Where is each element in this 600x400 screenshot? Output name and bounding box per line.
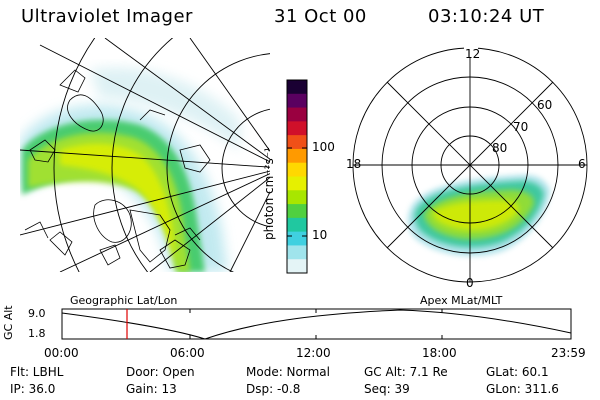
time-tick-0000: 00:00 [44, 346, 79, 360]
colorbar-tick-100: 100 [312, 140, 335, 154]
glon-value: GLon: 311.6 [486, 382, 559, 396]
colorbar-band [287, 93, 307, 109]
mlat-label-80: 80 [492, 141, 508, 155]
apex-caption: Apex MLat/MLT [420, 294, 503, 307]
door-value: Door: Open [126, 365, 195, 379]
mlt-label-6: 6 [578, 157, 586, 171]
geographic-caption: Geographic Lat/Lon [70, 294, 178, 307]
colorbar-unit-label: photon cm⁻²s⁻¹ [262, 147, 276, 240]
time-tick-1200: 12:00 [296, 346, 331, 360]
ip-value: IP: 36.0 [10, 382, 56, 396]
colorbar-band [287, 107, 307, 122]
time-label: 03:10:24 UT [428, 6, 545, 27]
seq-value: Seq: 39 [364, 382, 410, 396]
colorbar-band [287, 217, 307, 233]
dsp-value: Dsp: -0.8 [246, 382, 301, 396]
mlt-label-12: 12 [465, 47, 481, 61]
date-label: 31 Oct 00 [274, 6, 367, 27]
colorbar-band [287, 176, 307, 191]
time-tick-0600: 06:00 [170, 346, 205, 360]
geographic-map [20, 38, 270, 272]
color-bar [286, 79, 308, 274]
gain-value: Gain: 13 [126, 382, 177, 396]
glat-value: GLat: 60.1 [486, 365, 549, 379]
colorbar-band [287, 231, 307, 246]
filter-value: Flt: LBHL [10, 365, 64, 379]
colorbar-band [287, 121, 307, 136]
colorbar-band [287, 80, 307, 95]
colorbar-band [287, 245, 307, 260]
polar-plot [352, 46, 588, 283]
colorbar-band [287, 190, 307, 205]
alt-tick-1-8: 1.8 [28, 327, 46, 340]
mode-value: Mode: Normal [246, 365, 330, 379]
time-tick-2359: 23:59 [551, 346, 586, 360]
time-tick-1800: 18:00 [422, 346, 457, 360]
colorbar-band [287, 259, 307, 274]
mlt-label-18: 18 [346, 157, 362, 171]
colorbar-band [287, 135, 307, 150]
mlt-label-0: 0 [466, 276, 474, 290]
colorbar-band [287, 162, 307, 177]
mlat-label-70: 70 [513, 120, 529, 134]
colorbar-band [287, 148, 307, 164]
mlat-label-60: 60 [537, 98, 553, 112]
gc-alt-axis-label: GC Alt [2, 305, 15, 340]
alt-tick-9: 9.0 [28, 307, 46, 320]
altitude-plot [61, 308, 572, 340]
colorbar-band [287, 204, 307, 219]
colorbar-tick-10: 10 [312, 228, 328, 242]
gc-alt-value: GC Alt: 7.1 Re [364, 365, 448, 379]
instrument-title: Ultraviolet Imager [21, 6, 193, 27]
